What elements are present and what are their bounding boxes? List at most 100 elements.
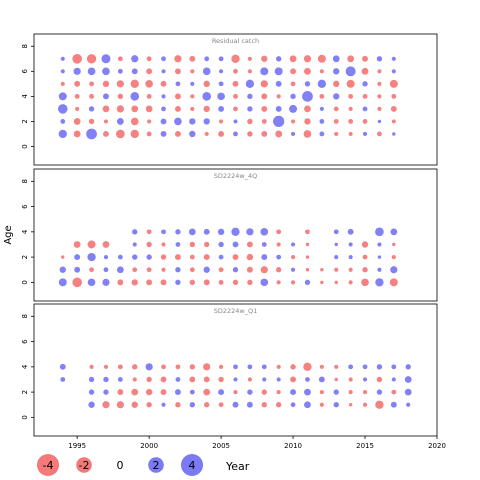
bubble bbox=[362, 364, 368, 370]
bubble bbox=[73, 130, 81, 138]
bubble bbox=[362, 93, 368, 99]
bubble bbox=[146, 254, 152, 260]
panel-title: SD2224w_Q1 bbox=[214, 307, 258, 315]
bubble bbox=[261, 105, 268, 112]
bubble bbox=[290, 255, 296, 260]
bubble bbox=[317, 54, 326, 63]
legend-bubble bbox=[76, 457, 92, 473]
bubble bbox=[130, 117, 139, 126]
bubble bbox=[276, 364, 281, 369]
bubble bbox=[334, 255, 339, 260]
bubble bbox=[189, 364, 196, 370]
bubble bbox=[131, 55, 139, 63]
bubble bbox=[132, 242, 137, 247]
bubble bbox=[261, 242, 267, 247]
bubble bbox=[218, 267, 224, 273]
panel-2: SD2224w_4Q 0 2 4 6 8 bbox=[21, 168, 438, 302]
bubble bbox=[362, 119, 368, 124]
x-axis: 1995 2000 2005 2010 2015 2020 bbox=[68, 436, 446, 450]
bubble bbox=[161, 402, 166, 407]
bubble bbox=[190, 81, 195, 86]
bubble bbox=[261, 402, 267, 408]
bubble bbox=[146, 279, 153, 286]
bubble bbox=[319, 402, 324, 407]
x-tick-label: 2020 bbox=[428, 442, 446, 450]
bubble bbox=[103, 389, 109, 395]
bubble bbox=[392, 132, 396, 136]
bubble bbox=[174, 68, 181, 75]
bubble bbox=[333, 80, 340, 88]
bubble bbox=[261, 364, 267, 370]
x-tick-label: 2015 bbox=[356, 442, 374, 450]
bubble bbox=[261, 119, 267, 124]
bubble bbox=[174, 55, 182, 63]
bubble bbox=[160, 254, 167, 260]
bubble bbox=[390, 401, 397, 408]
bubble bbox=[218, 254, 224, 260]
bubble bbox=[247, 56, 252, 61]
bubble bbox=[175, 81, 181, 87]
bubble bbox=[161, 69, 166, 74]
bubble bbox=[233, 68, 238, 74]
bubble bbox=[160, 279, 167, 286]
bubble bbox=[218, 131, 225, 137]
bubble bbox=[117, 68, 123, 74]
bubble bbox=[303, 130, 312, 138]
bubble bbox=[276, 242, 281, 247]
bubble bbox=[103, 364, 109, 369]
bubble bbox=[404, 388, 412, 396]
bubble bbox=[275, 80, 282, 87]
bubble bbox=[88, 389, 95, 395]
bubble bbox=[203, 388, 211, 396]
bubble bbox=[375, 400, 384, 409]
bubble bbox=[376, 56, 383, 62]
bubble bbox=[146, 229, 152, 235]
bubble bbox=[189, 130, 196, 138]
bubble bbox=[247, 131, 253, 137]
bubble bbox=[204, 402, 210, 408]
bubble bbox=[406, 402, 411, 407]
bubble bbox=[116, 129, 125, 139]
bubble bbox=[362, 402, 368, 407]
bubble bbox=[376, 376, 383, 383]
legend-label: 2 bbox=[153, 459, 160, 472]
bubble bbox=[174, 254, 181, 261]
bubble bbox=[246, 253, 254, 261]
bubble bbox=[261, 389, 267, 395]
bubble bbox=[89, 267, 94, 273]
bubble bbox=[261, 55, 268, 62]
bubble bbox=[377, 94, 382, 99]
bubble bbox=[290, 93, 296, 100]
bubble bbox=[304, 67, 311, 75]
bubble bbox=[130, 92, 140, 101]
bubble bbox=[305, 377, 310, 382]
bubble bbox=[347, 228, 354, 235]
bubble bbox=[276, 94, 281, 99]
bubble bbox=[219, 364, 224, 369]
bubble bbox=[146, 376, 152, 383]
bubble bbox=[86, 54, 97, 64]
bubble bbox=[61, 255, 65, 259]
bubble bbox=[203, 376, 210, 383]
x-tick-label: 2005 bbox=[212, 442, 230, 450]
bubble bbox=[303, 362, 312, 372]
bubble bbox=[275, 402, 282, 408]
bubble bbox=[145, 388, 153, 396]
bubble bbox=[274, 67, 283, 76]
bubble bbox=[204, 131, 209, 137]
bubble bbox=[334, 267, 339, 272]
bubble bbox=[275, 56, 282, 62]
bubble bbox=[391, 93, 397, 99]
bubble bbox=[247, 93, 253, 100]
bubble bbox=[131, 105, 139, 113]
bubble bbox=[189, 55, 196, 62]
bubble bbox=[160, 131, 167, 137]
bubble bbox=[102, 241, 110, 248]
bubble bbox=[290, 364, 296, 370]
bubble bbox=[218, 105, 225, 112]
bubble bbox=[102, 401, 110, 409]
bubble bbox=[302, 90, 313, 102]
bubble bbox=[332, 55, 340, 63]
bubble bbox=[103, 255, 109, 260]
panel-title: Residual catch bbox=[212, 37, 259, 45]
